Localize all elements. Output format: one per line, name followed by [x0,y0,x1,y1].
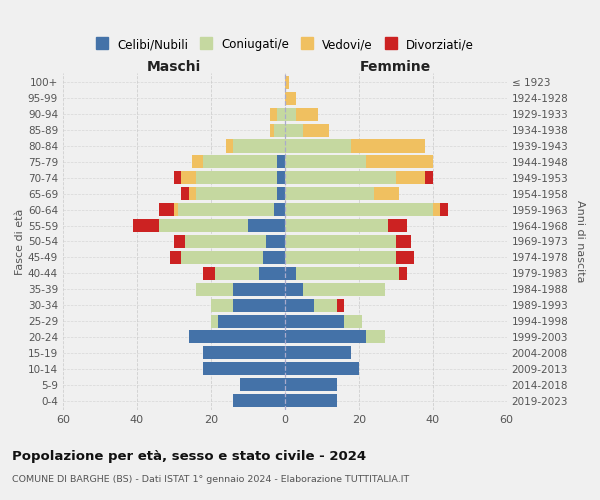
Bar [241,378,285,391]
Bar [440,203,448,216]
Bar [277,172,285,184]
Bar [203,346,285,360]
Bar [285,187,374,200]
Bar [277,156,285,168]
Bar [285,282,303,296]
Bar [285,362,359,376]
Bar [174,235,185,248]
Bar [285,235,396,248]
Bar [366,156,433,168]
Text: Femmine: Femmine [360,60,431,74]
Bar [159,219,248,232]
Bar [285,172,396,184]
Bar [285,330,366,344]
Bar [344,314,362,328]
Bar [274,203,285,216]
Bar [196,282,233,296]
Bar [181,187,188,200]
Bar [233,140,285,152]
Bar [277,108,285,120]
Bar [263,251,285,264]
Bar [196,187,277,200]
Legend: Celibi/Nubili, Coniugati/e, Vedovi/e, Divorziati/e: Celibi/Nubili, Coniugati/e, Vedovi/e, Di… [96,38,474,51]
Bar [388,219,407,232]
Bar [181,172,196,184]
Bar [193,156,203,168]
Bar [285,378,337,391]
Bar [285,124,303,136]
Bar [196,172,277,184]
Bar [159,203,174,216]
Bar [133,219,159,232]
Bar [285,108,296,120]
Bar [285,394,337,407]
Bar [285,298,314,312]
Bar [203,362,285,376]
Bar [337,298,344,312]
Bar [433,203,440,216]
Bar [396,172,425,184]
Bar [233,282,285,296]
Y-axis label: Anni di nascita: Anni di nascita [575,200,585,282]
Text: COMUNE DI BARGHE (BS) - Dati ISTAT 1° gennaio 2024 - Elaborazione TUTTITALIA.IT: COMUNE DI BARGHE (BS) - Dati ISTAT 1° ge… [12,475,409,484]
Bar [352,140,425,152]
Bar [366,330,385,344]
Bar [248,219,285,232]
Bar [233,394,285,407]
Bar [174,172,181,184]
Bar [203,267,215,280]
Bar [174,203,178,216]
Bar [274,124,285,136]
Bar [314,298,337,312]
Bar [285,219,388,232]
Bar [285,140,352,152]
Bar [270,108,277,120]
Bar [170,251,181,264]
Bar [178,203,274,216]
Bar [226,140,233,152]
Bar [188,187,196,200]
Bar [188,330,285,344]
Bar [285,346,352,360]
Bar [396,251,414,264]
Bar [296,108,318,120]
Bar [400,267,407,280]
Bar [185,235,266,248]
Bar [181,251,263,264]
Bar [374,187,400,200]
Bar [285,156,366,168]
Bar [296,267,400,280]
Bar [215,267,259,280]
Bar [277,187,285,200]
Bar [285,76,289,89]
Text: Popolazione per età, sesso e stato civile - 2024: Popolazione per età, sesso e stato civil… [12,450,366,463]
Bar [303,282,385,296]
Bar [259,267,285,280]
Bar [285,267,296,280]
Bar [285,314,344,328]
Bar [266,235,285,248]
Bar [211,298,233,312]
Bar [285,203,433,216]
Bar [270,124,274,136]
Bar [396,235,410,248]
Bar [285,251,396,264]
Bar [425,172,433,184]
Bar [303,124,329,136]
Bar [233,298,285,312]
Y-axis label: Fasce di età: Fasce di età [15,208,25,274]
Bar [211,314,218,328]
Bar [218,314,285,328]
Bar [285,92,296,105]
Bar [203,156,277,168]
Text: Maschi: Maschi [147,60,201,74]
